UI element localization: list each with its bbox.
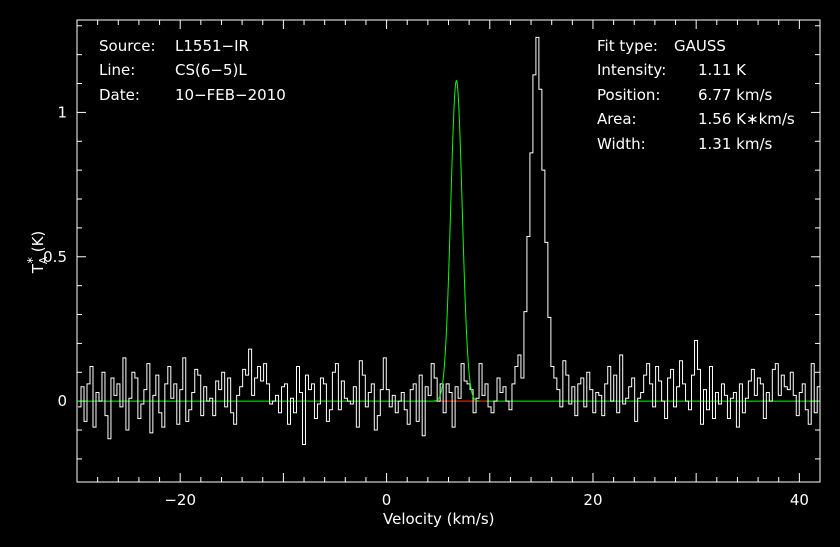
- position-value: 6.77 km/s: [698, 86, 773, 104]
- y-tick-label: 0.5: [43, 248, 67, 266]
- source-key: Source:: [99, 37, 156, 55]
- y-axis-label-superscript: *: [26, 257, 41, 264]
- area-key: Area:: [597, 110, 637, 128]
- axis-tick-labels: −20 0 20 40 0 0.5 1: [43, 103, 809, 509]
- date-value: 10−FEB−2010: [175, 86, 286, 104]
- width-key: Width:: [597, 135, 646, 153]
- y-tick-label: 1: [57, 103, 67, 121]
- fit-type-key: Fit type:: [597, 37, 658, 55]
- y-axis-label: TA* (K): [26, 212, 50, 292]
- date-key: Date:: [99, 86, 140, 104]
- line-key: Line:: [99, 61, 136, 79]
- x-tick-label: 40: [790, 491, 809, 509]
- area-value: 1.56 K∗km/s: [698, 110, 795, 128]
- position-key: Position:: [597, 86, 661, 104]
- x-tick-label: 20: [583, 491, 602, 509]
- gaussian-fit-curve: [433, 79, 480, 402]
- y-tick-label: 0: [57, 392, 67, 410]
- intensity-value: 1.11 K: [698, 61, 747, 79]
- fit-type-value: GAUSS: [674, 37, 726, 55]
- y-axis-label-symbol: T: [29, 264, 47, 274]
- x-axis-label: Velocity (km/s): [383, 510, 495, 528]
- width-value: 1.31 km/s: [698, 135, 773, 153]
- x-tick-label: −20: [164, 491, 196, 509]
- x-tick-label: 0: [382, 491, 392, 509]
- line-value: CS(6−5)L: [175, 61, 247, 79]
- spectrum-histogram-line: [78, 36, 821, 445]
- axis-ticks: [76, 20, 821, 482]
- source-value: L1551−IR: [175, 37, 249, 55]
- intensity-key: Intensity:: [597, 61, 667, 79]
- y-axis-label-unit: (K): [29, 230, 47, 253]
